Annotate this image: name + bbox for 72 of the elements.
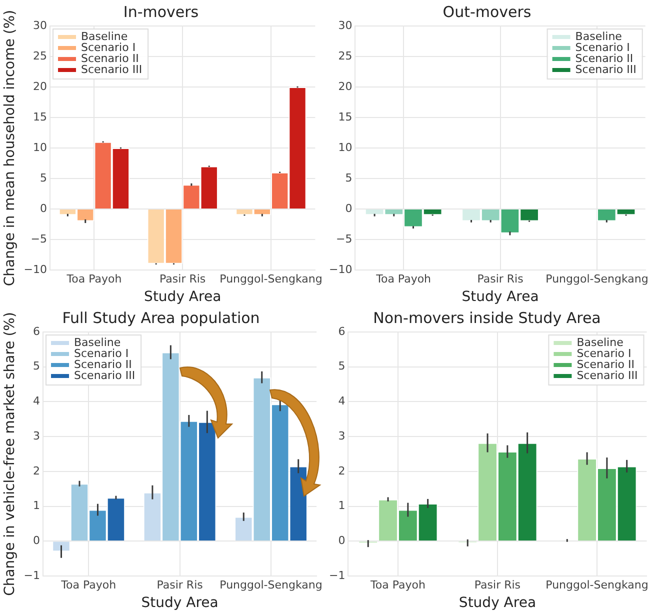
y-axis-title: Change in mean household income (%) [2, 10, 18, 286]
legend-label: Scenario II [81, 52, 139, 65]
y-tick-label: 0 [345, 202, 352, 215]
legend-label: Scenario III [576, 368, 638, 382]
y-tick-label: −1 [328, 568, 346, 582]
legend-label: Baseline [575, 30, 622, 43]
legend-label: Scenario I [575, 40, 630, 54]
y-tick-label: 25 [338, 49, 352, 62]
y-tick-label: 15 [338, 110, 352, 124]
x-axis-title: Study Area [141, 595, 218, 612]
legend-label: Baseline [81, 30, 128, 43]
y-tick-label: 0 [338, 534, 346, 547]
y-tick-label: −5 [336, 232, 352, 246]
x-tick-label: Pasir Ris [156, 578, 204, 592]
y-tick-label: 2 [33, 464, 40, 478]
y-tick-label: 15 [33, 110, 48, 124]
x-tick-label: Pasir Ris [160, 272, 206, 286]
x-tick-label: Toa Payoh [60, 578, 116, 592]
y-tick-label: 5 [33, 360, 40, 373]
legend-label: Baseline [576, 336, 624, 349]
y-tick-label: 30 [338, 18, 352, 32]
x-tick-label: Punggol-Sengkang [220, 272, 322, 286]
y-tick-label: 0 [40, 202, 48, 215]
x-tick-label: Punggol-Sengkang [220, 578, 322, 592]
y-tick-label: −10 [328, 262, 352, 276]
y-tick-label: 2 [338, 464, 346, 478]
y-tick-label: 6 [33, 324, 40, 338]
x-tick-label: Pasir Ris [474, 578, 521, 592]
y-tick-label: 30 [33, 18, 48, 32]
x-axis-title: Study Area [462, 289, 539, 306]
legend-label: Scenario II [74, 358, 132, 371]
x-axis-title: Study Area [458, 595, 536, 612]
legend-label: Scenario III [74, 368, 136, 382]
legend-label: Scenario II [576, 358, 635, 371]
legend-label: Scenario II [575, 52, 634, 65]
y-tick-label: 6 [338, 324, 346, 338]
x-tick-label: Punggol-Sengkang [546, 272, 648, 286]
chart-title: Non-movers inside Study Area [373, 308, 601, 327]
y-tick-label: 3 [33, 429, 40, 442]
y-tick-label: 1 [338, 499, 346, 512]
y-tick-label: 5 [345, 171, 352, 184]
y-tick-label: −5 [30, 232, 48, 246]
x-tick-label: Toa Payoh [370, 578, 426, 592]
chart-title: Out-movers [442, 2, 532, 21]
x-tick-label: Toa Payoh [66, 272, 122, 286]
legend-label: Scenario III [81, 62, 142, 76]
y-tick-label: 20 [33, 80, 48, 93]
y-axis-title: Change in vehicle-free market share (%) [2, 312, 18, 596]
legend-label: Scenario I [576, 346, 632, 360]
legend-label: Scenario I [74, 346, 129, 360]
y-tick-label: 5 [40, 171, 48, 184]
x-axis-title: Study Area [144, 289, 222, 306]
y-tick-label: 4 [338, 394, 346, 408]
legend-label: Scenario III [575, 62, 636, 76]
y-tick-label: 4 [33, 394, 40, 408]
y-tick-label: 20 [338, 80, 352, 93]
x-tick-label: Punggol-Sengkang [546, 578, 648, 592]
y-tick-label: 1 [33, 499, 40, 512]
y-tick-label: 10 [33, 140, 48, 154]
y-tick-label: 10 [338, 140, 352, 154]
x-tick-label: Toa Payoh [375, 272, 432, 286]
y-tick-label: 25 [33, 49, 48, 62]
chart-title: In-movers [123, 2, 199, 21]
y-tick-label: 3 [338, 429, 346, 442]
y-tick-label: −1 [24, 568, 40, 582]
legend-label: Baseline [74, 336, 121, 349]
y-tick-label: 5 [338, 360, 346, 373]
y-tick-label: 0 [33, 534, 40, 547]
x-tick-label: Pasir Ris [477, 272, 524, 286]
legend-label: Scenario I [81, 40, 136, 54]
chart-title: Full Study Area population [62, 308, 260, 327]
y-tick-label: −10 [24, 262, 48, 276]
